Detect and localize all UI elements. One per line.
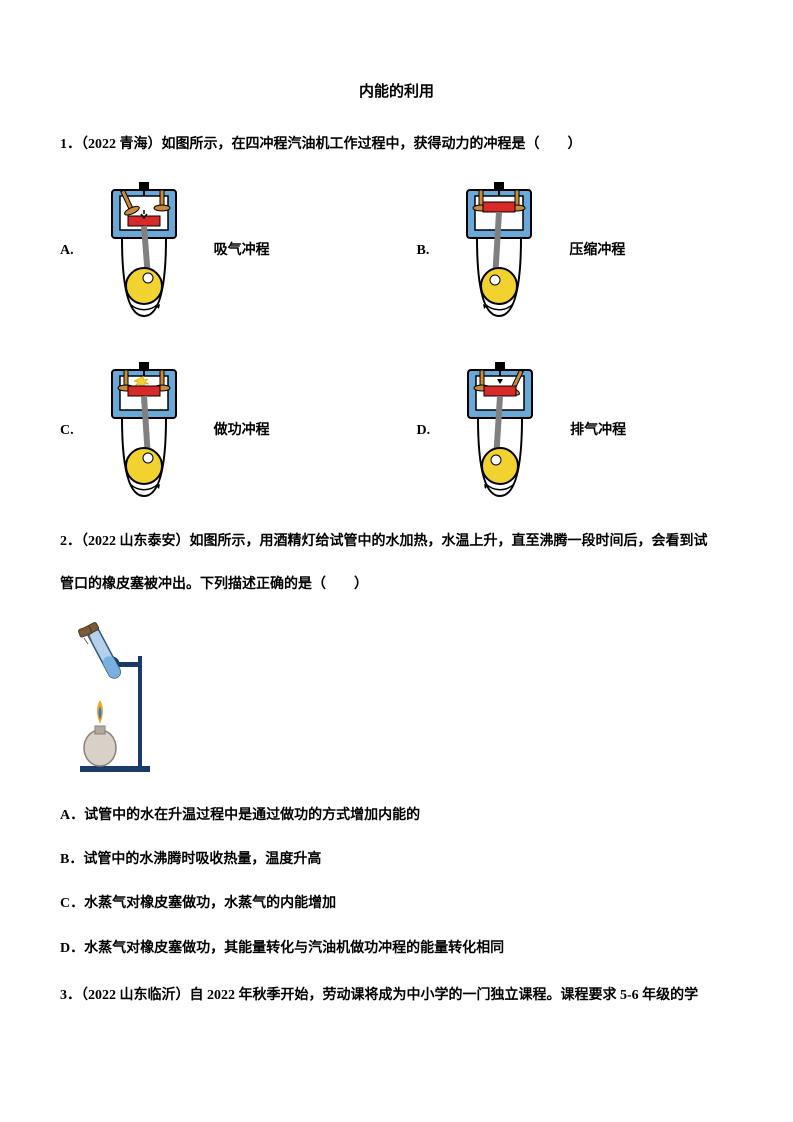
q2-answer-a: A．试管中的水在升温过程中是通过做功的方式增加内能的 (60, 805, 733, 827)
q1-num: 1． (60, 137, 81, 152)
q1-option-a: A. (60, 176, 377, 326)
option-label: 排气冲程 (570, 420, 626, 442)
q3-body: （2022 山东临沂）自 2022 年秋季开始，劳动课将成为中小学的一门独立课程… (81, 988, 698, 1003)
q2-answer-b: B．试管中的水沸腾时吸收热量，温度升高 (60, 849, 733, 871)
engine-exhaust-icon (440, 356, 560, 506)
q1-text: 1．（2022 青海）如图所示，在四冲程汽油机工作过程中，获得动力的冲程是（ ） (60, 134, 733, 156)
q2-num: 2． (60, 534, 81, 549)
q2-body1: （2022 山东泰安）如图所示，用酒精灯给试管中的水加热，水温上升，直至沸腾一段… (81, 534, 708, 549)
engine-compression-icon (439, 176, 559, 326)
q2-line2: 管口的橡皮塞被冲出。下列描述正确的是（ ） (60, 574, 733, 596)
alcohol-burner-icon (60, 616, 180, 776)
q1-options-grid: A. (60, 176, 733, 506)
question-2: 2．（2022 山东泰安）如图所示，用酒精灯给试管中的水加热，水温上升，直至沸腾… (60, 531, 733, 960)
option-label: 压缩冲程 (569, 240, 625, 262)
engine-power-icon (84, 356, 204, 506)
q1-option-b: B. 压缩冲程 (417, 176, 734, 326)
q1-body: （2022 青海）如图所示，在四冲程汽油机工作过程中，获得动力的冲程是（ ） (81, 137, 582, 152)
option-label: 做功冲程 (214, 420, 270, 442)
option-label: 吸气冲程 (214, 240, 270, 262)
page-title: 内能的利用 (60, 80, 733, 104)
option-letter: C. (60, 420, 74, 442)
q2-answers: A．试管中的水在升温过程中是通过做功的方式增加内能的 B．试管中的水沸腾时吸收热… (60, 805, 733, 961)
q3-num: 3． (60, 988, 81, 1003)
question-1: 1．（2022 青海）如图所示，在四冲程汽油机工作过程中，获得动力的冲程是（ ）… (60, 134, 733, 506)
question-3: 3．（2022 山东临沂）自 2022 年秋季开始，劳动课将成为中小学的一门独立… (60, 985, 733, 1007)
option-letter: B. (417, 240, 430, 262)
q2-answer-d: D．水蒸气对橡皮塞做功，其能量转化与汽油机做功冲程的能量转化相同 (60, 938, 733, 960)
q2-line1: 2．（2022 山东泰安）如图所示，用酒精灯给试管中的水加热，水温上升，直至沸腾… (60, 531, 733, 553)
q2-figure (60, 616, 733, 784)
q1-option-d: D. 排气冲程 (417, 356, 734, 506)
option-letter: D. (417, 420, 431, 442)
option-letter: A. (60, 240, 74, 262)
q1-option-c: C. 做功冲程 (60, 356, 377, 506)
engine-intake-icon (84, 176, 204, 326)
q2-answer-c: C．水蒸气对橡皮塞做功，水蒸气的内能增加 (60, 893, 733, 915)
